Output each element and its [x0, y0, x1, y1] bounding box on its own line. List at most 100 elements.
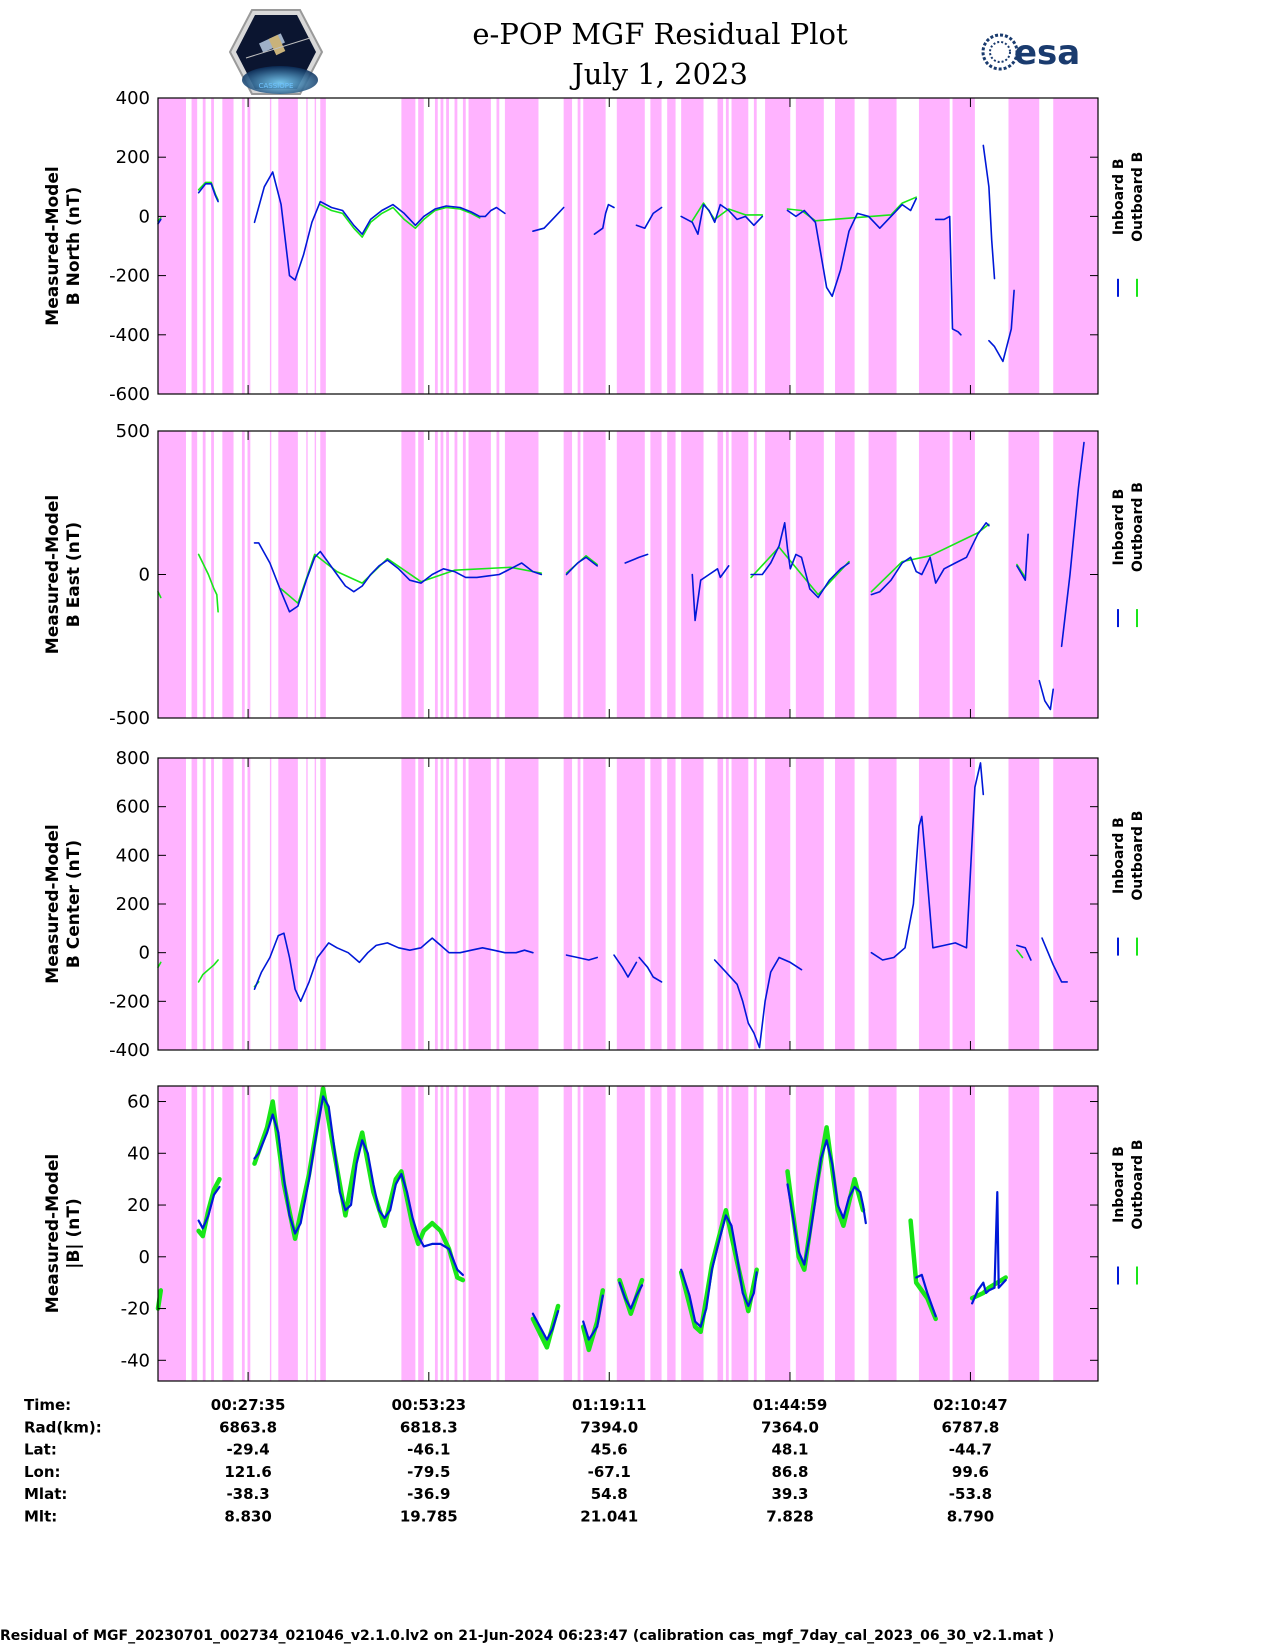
inboard-series-segment [971, 1191, 1007, 1305]
plot-title: e-POP MGF Residual Plot July 1, 2023 [340, 14, 980, 94]
info-cell: 8.830 [224, 1508, 271, 1526]
shaded-interval [468, 1086, 491, 1381]
shaded-interval [418, 758, 424, 1050]
shaded-interval [681, 98, 704, 394]
shaded-interval [401, 431, 416, 718]
shaded-interval [158, 98, 186, 394]
info-cell: 121.6 [224, 1463, 271, 1481]
shaded-interval [247, 431, 251, 718]
shaded-interval [1008, 98, 1040, 394]
legend-label: Outboard B [1130, 1139, 1146, 1229]
outboard-series-segment [319, 203, 481, 238]
y-tick-label: 800 [116, 748, 150, 769]
shaded-interval [952, 431, 975, 718]
legend-label: Inboard B [1111, 489, 1127, 566]
legend-label: Inboard B [1111, 1146, 1127, 1223]
inboard-series-segment [197, 183, 219, 203]
shaded-interval [681, 1086, 704, 1381]
legend-label: Outboard B [1130, 811, 1146, 901]
shaded-interval [577, 431, 581, 718]
info-cell: 54.8 [591, 1485, 628, 1503]
info-cell: 21.041 [580, 1508, 638, 1526]
shaded-interval [241, 98, 245, 394]
outboard-series-segment [197, 959, 219, 983]
inboard-series-segment [593, 203, 615, 235]
shaded-interval [434, 1086, 438, 1381]
shaded-interval [667, 431, 676, 718]
outboard-series-segment [1016, 949, 1024, 959]
legend-label: Outboard B [1130, 482, 1146, 572]
shaded-interval [835, 1086, 855, 1381]
y-tick-label: -600 [109, 384, 150, 405]
shaded-interval [468, 98, 491, 394]
info-cell: -44.7 [949, 1441, 992, 1459]
shaded-interval [583, 431, 606, 718]
y-tick-label: 0 [139, 565, 150, 586]
shaded-interval [454, 431, 458, 718]
cassiope-logo-text: CASSIOPE [259, 82, 294, 90]
shaded-interval [918, 1086, 950, 1381]
outboard-series-segment [196, 1176, 222, 1239]
inboard-series-segment [786, 197, 917, 298]
y-tick-label: 60 [127, 1092, 150, 1113]
info-cell: 39.3 [771, 1485, 808, 1503]
shaded-interval [241, 1086, 245, 1381]
panel-b-magnitude: 60 40 20 0 -20 -40 Measured-Model|B| (nT) Inboa… [43, 1085, 1146, 1382]
shaded-interval [434, 431, 438, 718]
y-tick-label: 400 [116, 845, 150, 866]
shaded-interval [753, 758, 757, 1050]
inboard-series-segment [635, 206, 663, 229]
info-cell: 02:10:47 [933, 1396, 1008, 1414]
legend-label: Inboard B [1111, 158, 1127, 235]
y-tick-label: -200 [109, 266, 150, 287]
shaded-interval [222, 98, 234, 394]
info-row-label: Mlat: [24, 1485, 67, 1503]
info-cell: -36.9 [407, 1485, 450, 1503]
shaded-interval [725, 431, 729, 718]
y-tick-label: 0 [139, 943, 150, 964]
inboard-series-segment [988, 289, 1015, 363]
shaded-interval [753, 98, 757, 394]
info-cell: -53.8 [949, 1485, 992, 1503]
plot-frame [157, 97, 1099, 395]
shaded-interval [434, 758, 438, 1050]
shaded-interval [241, 758, 245, 1050]
shaded-interval [952, 1086, 975, 1381]
shaded-interval [222, 1086, 234, 1381]
info-cell: 19.785 [400, 1508, 458, 1526]
shaded-interval [835, 98, 855, 394]
y-tick-label: -400 [109, 1040, 150, 1061]
info-cell: 01:19:11 [572, 1396, 647, 1414]
shaded-interval [496, 98, 500, 394]
inboard-series-segment [1060, 441, 1085, 648]
shaded-interval [454, 758, 458, 1050]
inboard-series-segment [1038, 679, 1054, 711]
panel-b-east: 500 0 -500 Measured-ModelB East (nT) Inboard… [43, 421, 1146, 729]
shaded-interval [577, 758, 581, 1050]
legend-label: Outboard B [1130, 152, 1146, 242]
shaded-interval [667, 758, 676, 1050]
shaded-interval [725, 1086, 729, 1381]
title-line-2: July 1, 2023 [572, 57, 748, 91]
shaded-interval [616, 758, 645, 1050]
inboard-series-segment [680, 1214, 758, 1328]
shaded-interval [202, 758, 206, 1050]
shaded-interval [306, 98, 308, 394]
y-tick-label: 20 [127, 1195, 150, 1216]
y-axis-label: Measured-ModelB Center (nT) [43, 824, 84, 983]
shaded-interval [211, 431, 214, 718]
inboard-series-segment [680, 203, 764, 235]
cassiope-logo: CASSIOPE [228, 9, 324, 95]
shaded-interval [577, 1086, 581, 1381]
shaded-interval [616, 1086, 645, 1381]
y-tick-label: 400 [116, 88, 150, 109]
inboard-series-segment [253, 932, 534, 1003]
shaded-interval [616, 98, 645, 394]
outboard-series-segment [750, 546, 850, 596]
y-tick-label: 40 [127, 1143, 150, 1164]
shaded-interval [795, 758, 824, 1050]
shaded-interval [918, 98, 950, 394]
shaded-interval [504, 758, 539, 1050]
y-tick-label: -200 [109, 991, 150, 1012]
